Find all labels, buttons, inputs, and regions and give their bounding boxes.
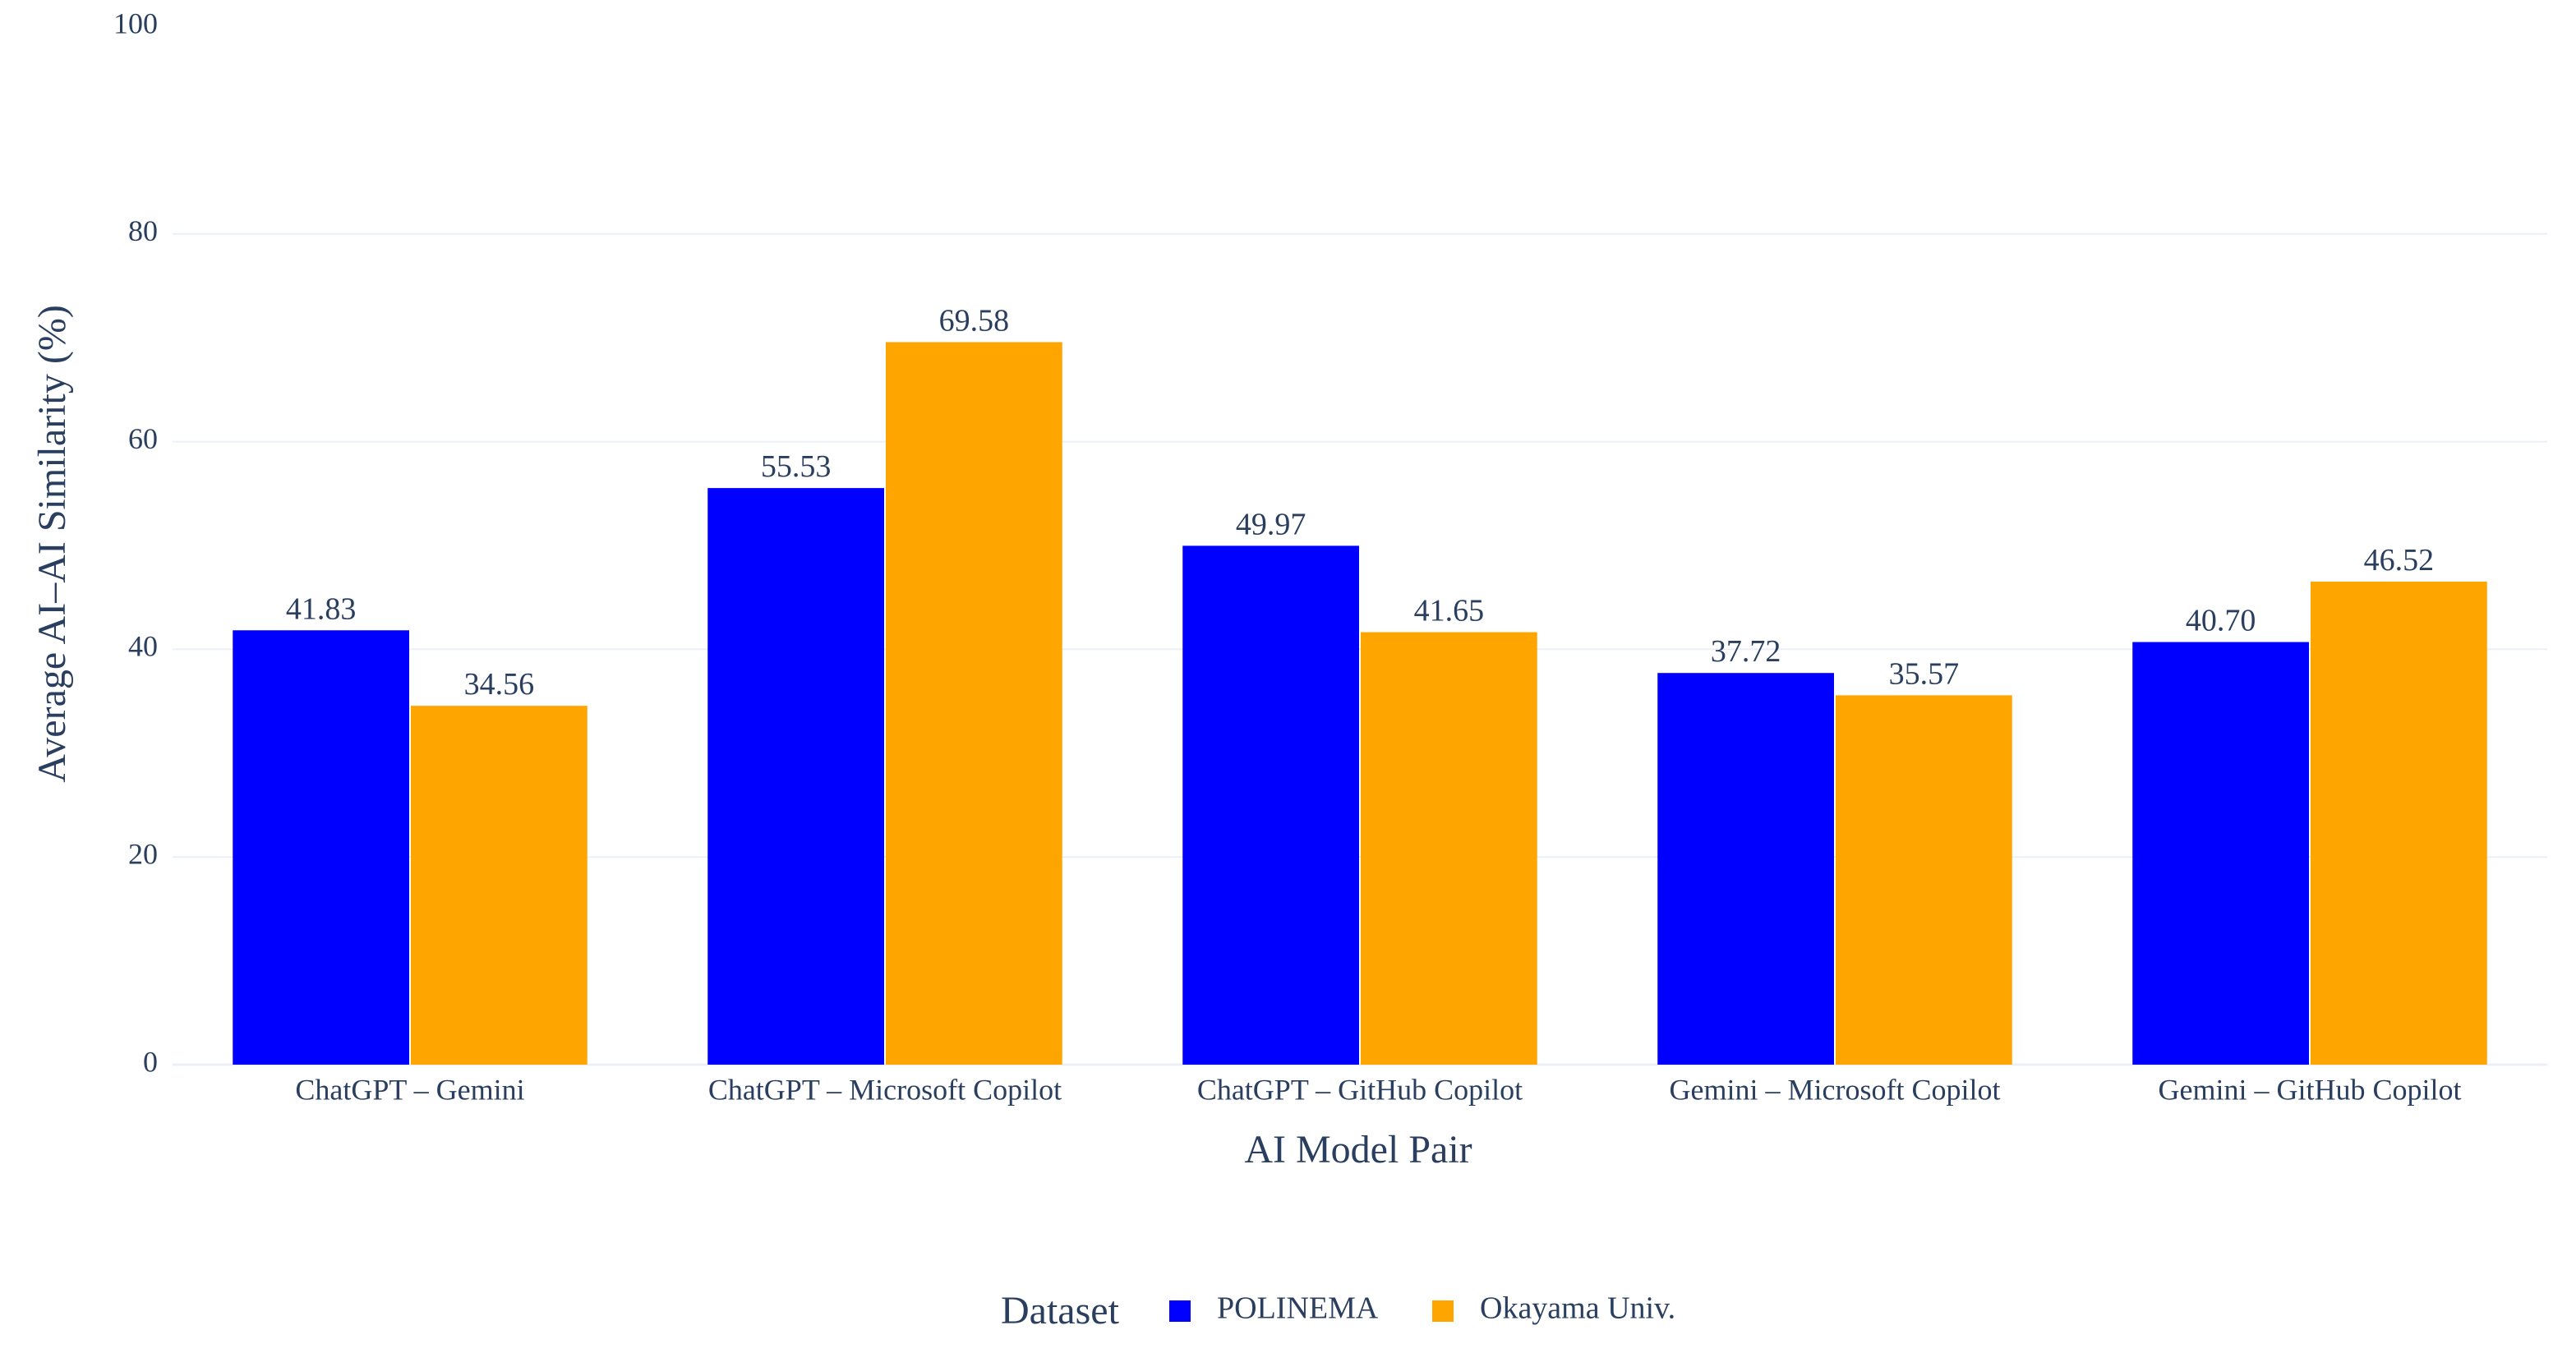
y-tick-label: 80	[128, 214, 158, 247]
legend-item[interactable]: POLINEMA	[1169, 1291, 1379, 1326]
data-labels: 41.83 34.56 55.53 69.58 49.97 41.65 37.72 35.57…	[286, 304, 2434, 702]
legend-items: POLINEMA Okayama Univ.	[1169, 1291, 1675, 1326]
data-label: 46.52	[2364, 543, 2435, 578]
bar-okayama-univ	[1361, 632, 1537, 1065]
data-label: 41.65	[1414, 594, 1485, 628]
legend-swatch	[1169, 1300, 1191, 1322]
y-axis-ticks: 0 20 40 60 80 100	[113, 7, 158, 1078]
legend-label: Okayama Univ.	[1480, 1291, 1675, 1326]
data-label: 35.57	[1889, 656, 1960, 691]
data-label: 41.83	[286, 591, 357, 626]
x-axis-ticks: ChatGPT – Gemini ChatGPT – Microsoft Copi…	[295, 1073, 2461, 1106]
bar-polinema	[707, 488, 884, 1065]
data-label: 49.97	[1236, 507, 1306, 541]
legend-swatch	[1432, 1300, 1454, 1322]
bar-okayama-univ	[886, 342, 1062, 1065]
bar-okayama-univ	[411, 706, 588, 1065]
data-label: 55.53	[761, 449, 832, 484]
y-axis-title: Average AI–AI Similarity (%)	[30, 305, 74, 783]
bars	[233, 342, 2487, 1065]
x-tick-label: Gemini – Microsoft Copilot	[1670, 1073, 2001, 1106]
x-axis-title: AI Model Pair	[1244, 1128, 1472, 1171]
legend-title: Dataset	[1001, 1289, 1120, 1332]
y-tick-label: 60	[128, 422, 158, 455]
bar-polinema	[2132, 642, 2309, 1065]
legend: Dataset POLINEMA Okayama Univ.	[1001, 1289, 1675, 1332]
y-tick-label: 40	[128, 630, 158, 663]
x-tick-label: ChatGPT – GitHub Copilot	[1197, 1073, 1523, 1106]
legend-item[interactable]: Okayama Univ.	[1432, 1291, 1675, 1326]
data-label: 40.70	[2186, 604, 2256, 638]
data-label: 69.58	[939, 304, 1010, 338]
bar-okayama-univ	[1836, 695, 2012, 1065]
x-tick-label: Gemini – GitHub Copilot	[2159, 1073, 2462, 1106]
x-tick-label: ChatGPT – Gemini	[295, 1073, 524, 1106]
y-tick-label: 20	[128, 837, 158, 870]
data-label: 37.72	[1711, 634, 1781, 669]
y-tick-label: 0	[143, 1045, 158, 1078]
data-label: 34.56	[464, 667, 535, 702]
bar-polinema	[1657, 673, 1834, 1065]
bar-polinema	[1182, 545, 1359, 1065]
bar-polinema	[233, 630, 409, 1065]
y-tick-label: 100	[113, 7, 158, 39]
x-tick-label: ChatGPT – Microsoft Copilot	[708, 1073, 1062, 1106]
bar-okayama-univ	[2311, 581, 2487, 1065]
legend-label: POLINEMA	[1217, 1291, 1379, 1326]
